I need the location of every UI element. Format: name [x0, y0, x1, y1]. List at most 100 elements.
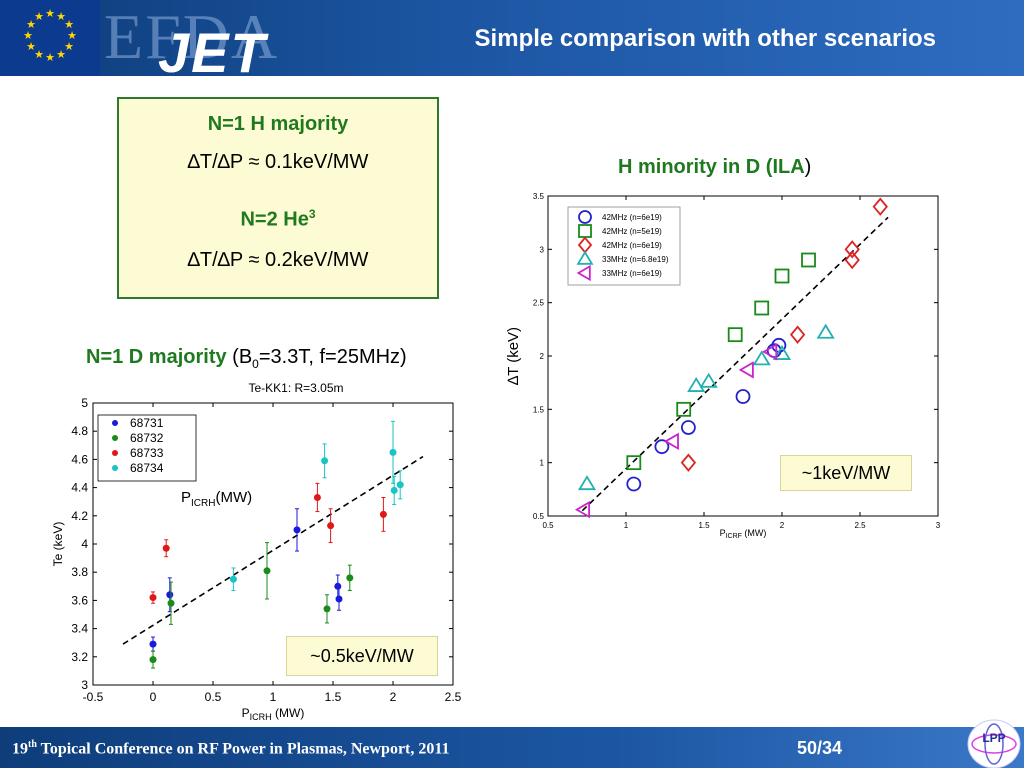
y-axis-label: Te (keV) [51, 522, 65, 567]
data-point [626, 455, 642, 471]
y-tick-label: 4.6 [71, 452, 88, 466]
svg-text:★: ★ [56, 49, 66, 61]
he3-slope: ∆T/∆P ≈ 0.2keV/MW [187, 249, 369, 271]
legend-marker [112, 420, 118, 426]
data-point [313, 493, 321, 501]
svg-text:★: ★ [26, 19, 36, 31]
data-point [167, 599, 175, 607]
data-point [293, 526, 301, 534]
data-point [654, 439, 670, 455]
data-point [327, 522, 335, 530]
h-majority-slope: ∆T/∆P ≈ 0.1keV/MW [187, 151, 369, 173]
data-point [263, 567, 271, 575]
footer-bar: 19th Topical Conference on RF Power in P… [0, 727, 1024, 768]
svg-text:★: ★ [26, 41, 36, 53]
svg-text:★: ★ [23, 30, 33, 42]
chart-title: Te-KK1: R=3.05m [248, 381, 343, 395]
jet-logo: JET [158, 21, 267, 84]
data-point [626, 476, 642, 492]
svg-text:★: ★ [45, 8, 55, 20]
svg-text:★: ★ [45, 52, 55, 64]
data-point [663, 432, 679, 451]
data-point [801, 252, 816, 268]
x-tick-label: 1.5 [698, 521, 710, 530]
h-majority-box: N=1 H majority ∆T/∆P ≈ 0.1keV/MW N=2 He3… [117, 97, 439, 299]
trend-line [122, 455, 424, 645]
y-axis-label: ∆T (keV) [505, 327, 522, 385]
y-tick-label: 3.6 [71, 593, 88, 607]
y-tick-label: 3.5 [533, 192, 545, 201]
trend-line [581, 216, 889, 512]
svg-text:★: ★ [64, 19, 74, 31]
data-point [754, 300, 770, 316]
eu-stars-icon: ★ ★ ★ ★ ★ ★ ★ ★ ★ ★ ★ ★ [23, 8, 77, 64]
svg-text:★: ★ [34, 11, 44, 23]
legend-marker [112, 465, 118, 471]
page-number: 50/34 [797, 738, 843, 758]
svg-text:★: ★ [67, 30, 77, 42]
x-tick-label: 3 [936, 521, 941, 530]
x-tick-label: 2.5 [445, 690, 462, 704]
data-point [335, 595, 343, 603]
legend-marker [112, 450, 118, 456]
legend-label: 42MHz (n=6e19) [602, 241, 662, 250]
x-tick-label: 0.5 [205, 690, 222, 704]
data-point [162, 544, 170, 552]
te-vs-picrh-chart: Te-KK1: R=3.05m -0.5 0 0.5 1 1.5 2 2.5 3 3.2 3.4 3… [51, 381, 462, 722]
x-tick-label: 2.5 [854, 521, 866, 530]
data-point [687, 376, 706, 392]
y-tick-label: 0.5 [533, 512, 545, 521]
x-tick-label: 0 [150, 690, 157, 704]
lpp-logo-text: LPP [982, 731, 1005, 745]
lpp-logo: LPP [967, 719, 1021, 768]
y-tick-label: 4 [81, 537, 88, 551]
data-point [680, 420, 696, 435]
header-bar: ★ ★ ★ ★ ★ ★ ★ ★ ★ ★ ★ ★ EFDA JET Simple … [0, 0, 1024, 84]
data-point [762, 343, 778, 361]
y-tick-label: 1 [540, 459, 545, 468]
x-tick-label: 2 [390, 690, 397, 704]
x-axis-label: PICRH (MW) [242, 706, 305, 722]
legend-label: 68731 [130, 416, 164, 430]
y-tick-label: 3.4 [71, 622, 88, 636]
data-point [735, 389, 751, 404]
data-point [699, 372, 718, 388]
x-tick-label: 0.5 [542, 521, 554, 530]
y-tick-label: 2.5 [533, 299, 545, 308]
y-tick-label: 3 [81, 678, 88, 692]
d-majority-label: N=1 D majority (B0=3.3T, f=25MHz) [86, 346, 407, 371]
legend-label: 42MHz (n=5e19) [602, 227, 662, 236]
data-point [149, 656, 157, 664]
data-point [789, 325, 806, 344]
h-majority-heading: N=1 H majority [207, 113, 349, 135]
y-tick-label: 4.8 [71, 424, 88, 438]
data-point [577, 475, 597, 491]
data-point [774, 268, 790, 284]
data-point [166, 591, 174, 599]
legend-label: 68734 [130, 461, 164, 475]
legend-label: 68732 [130, 431, 164, 445]
data-point [229, 575, 237, 583]
y-tick-label: 1.5 [533, 405, 545, 414]
efda-logo: EFDA [104, 1, 280, 72]
data-point [816, 323, 835, 339]
legend-marker [576, 250, 594, 265]
legend-label: 33MHz (n=6.8e19) [602, 255, 669, 264]
data-point [727, 327, 743, 343]
callout-right: ~1keV/MW [780, 455, 912, 491]
legend-label: 68733 [130, 446, 164, 460]
data-point [323, 605, 331, 613]
y-tick-label: 3.2 [71, 650, 88, 664]
callout-left: ~0.5keV/MW [286, 636, 438, 676]
data-point [752, 350, 771, 366]
data-point [346, 574, 354, 582]
legend: 42MHz (n=6e19) 42MHz (n=5e19) 42MHz (n=6e1… [567, 206, 681, 286]
y-tick-label: 4.4 [71, 481, 88, 495]
eu-flag: ★ ★ ★ ★ ★ ★ ★ ★ ★ ★ ★ ★ [0, 0, 100, 76]
picrh-label: PICRH(MW) [181, 489, 253, 509]
legend-box [567, 206, 681, 286]
y-tick-label: 3 [540, 245, 545, 254]
legend-marker [576, 264, 591, 282]
x-tick-label: 1 [270, 690, 277, 704]
